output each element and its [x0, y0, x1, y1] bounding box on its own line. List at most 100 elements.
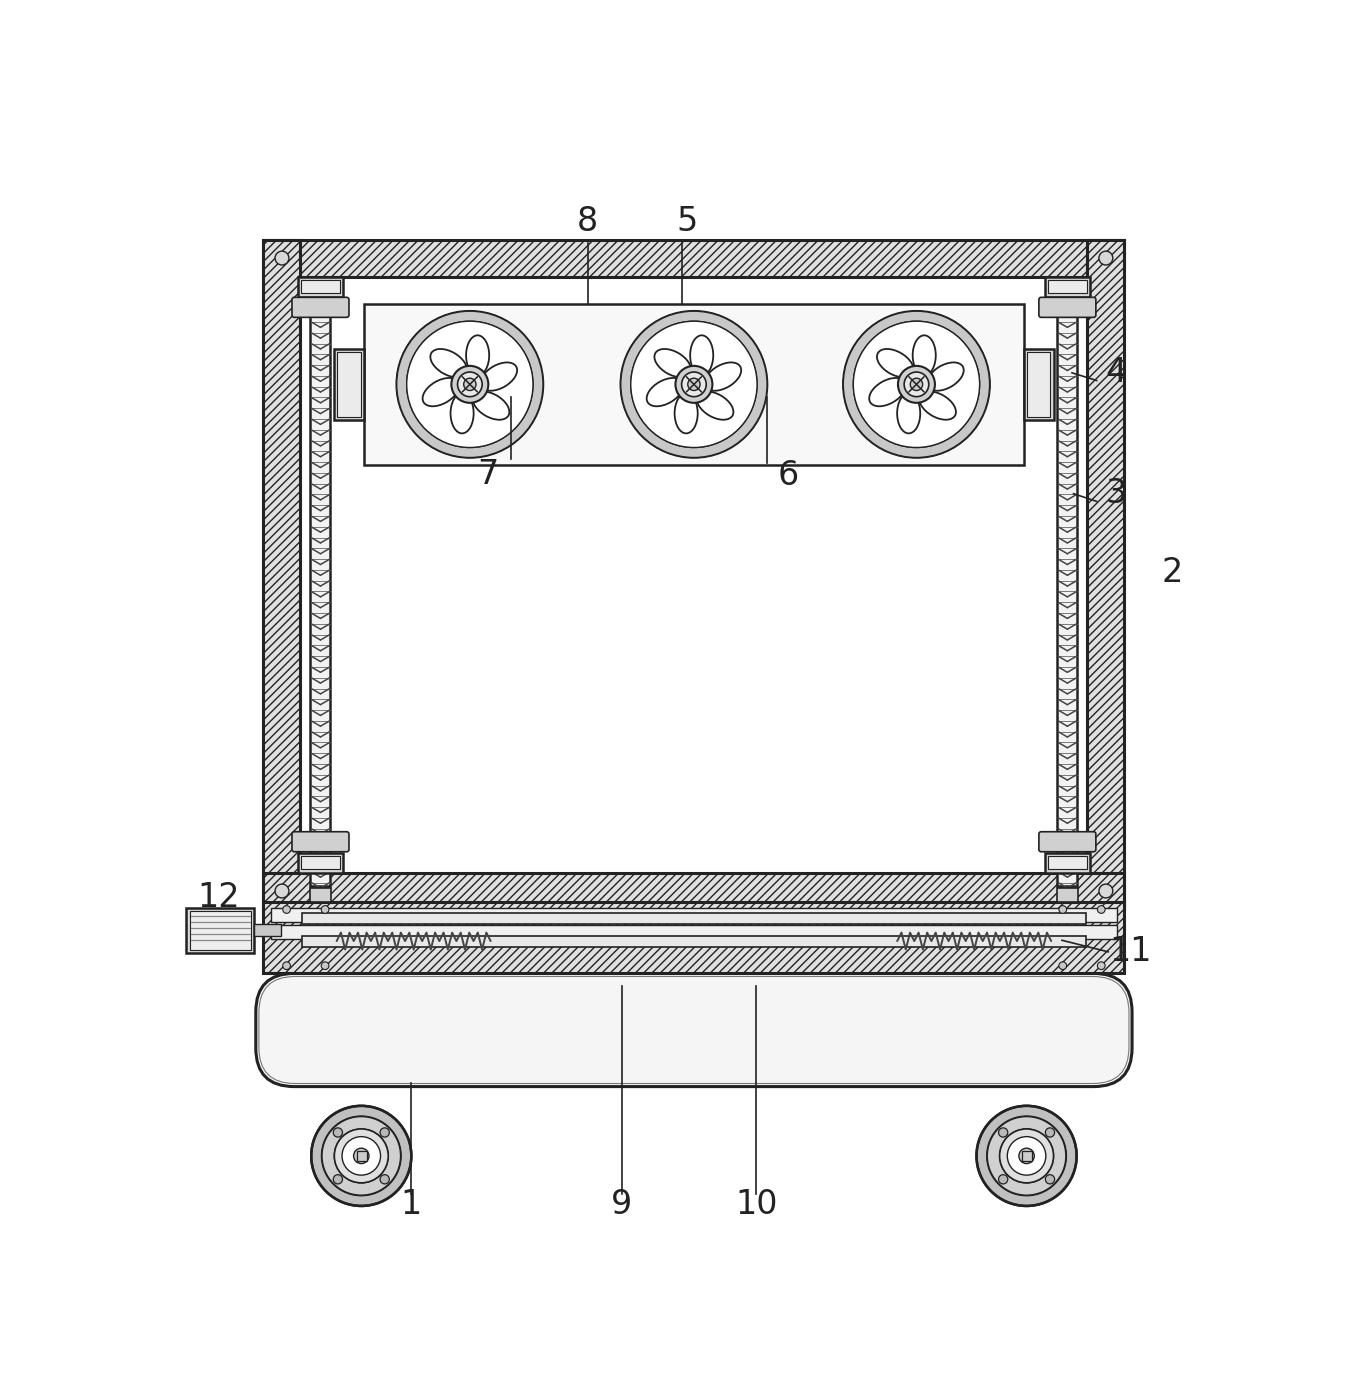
FancyBboxPatch shape [1039, 832, 1095, 852]
Circle shape [333, 1175, 343, 1184]
Circle shape [321, 906, 329, 914]
Ellipse shape [481, 362, 517, 391]
FancyBboxPatch shape [292, 832, 349, 852]
Ellipse shape [691, 336, 714, 376]
Ellipse shape [898, 394, 921, 433]
Circle shape [987, 1117, 1066, 1196]
Ellipse shape [697, 391, 734, 420]
Bar [1045, 853, 1090, 872]
Bar [356, 1150, 367, 1161]
Bar [302, 936, 1086, 947]
Bar [1048, 280, 1087, 294]
Bar [301, 280, 340, 294]
Circle shape [1045, 1175, 1055, 1184]
Circle shape [380, 1175, 390, 1184]
Bar [337, 352, 360, 416]
Circle shape [451, 366, 489, 402]
Ellipse shape [674, 394, 697, 433]
Circle shape [334, 1129, 389, 1183]
Circle shape [620, 311, 768, 458]
Ellipse shape [654, 350, 691, 377]
Circle shape [853, 322, 979, 448]
Bar [301, 276, 1087, 872]
Bar [1024, 350, 1053, 420]
Circle shape [681, 372, 707, 397]
Bar [1087, 240, 1124, 910]
Ellipse shape [919, 391, 956, 420]
Circle shape [353, 1148, 370, 1164]
Circle shape [688, 379, 700, 391]
Text: 4: 4 [1105, 356, 1127, 390]
Bar [264, 240, 1124, 276]
Circle shape [844, 311, 990, 458]
Circle shape [1018, 1148, 1034, 1164]
Bar [1056, 888, 1078, 902]
Circle shape [676, 366, 712, 402]
Ellipse shape [869, 379, 906, 406]
Circle shape [898, 366, 934, 402]
Text: 1: 1 [401, 1187, 422, 1221]
Bar [1045, 276, 1090, 297]
Ellipse shape [647, 379, 684, 406]
Bar [302, 914, 1086, 924]
Bar [264, 240, 301, 910]
Text: 8: 8 [577, 205, 597, 239]
Text: 3: 3 [1105, 477, 1127, 510]
Circle shape [283, 906, 291, 914]
Bar [298, 276, 343, 297]
Text: 7: 7 [478, 458, 500, 491]
Bar [1028, 352, 1051, 416]
Ellipse shape [704, 362, 741, 391]
Bar [190, 911, 252, 950]
Circle shape [999, 1129, 1053, 1183]
FancyBboxPatch shape [292, 297, 349, 318]
Text: 10: 10 [735, 1187, 777, 1221]
Bar [271, 925, 1117, 939]
Circle shape [910, 379, 922, 391]
Bar [301, 856, 340, 870]
Circle shape [998, 1128, 1007, 1137]
Bar [334, 350, 364, 420]
Ellipse shape [466, 336, 489, 376]
Bar [1048, 856, 1087, 870]
Circle shape [1099, 251, 1113, 265]
Circle shape [275, 251, 288, 265]
Text: 6: 6 [779, 459, 799, 492]
Circle shape [1097, 961, 1105, 970]
Circle shape [333, 1128, 343, 1137]
Circle shape [283, 961, 291, 970]
Circle shape [321, 961, 329, 970]
Bar [264, 872, 1124, 910]
Circle shape [904, 372, 929, 397]
Circle shape [1045, 1128, 1055, 1137]
Circle shape [458, 372, 482, 397]
Text: 12: 12 [198, 882, 240, 914]
Circle shape [631, 322, 757, 448]
Ellipse shape [877, 350, 914, 377]
Circle shape [1059, 906, 1067, 914]
Circle shape [322, 1117, 401, 1196]
Ellipse shape [927, 362, 964, 391]
Text: 11: 11 [1109, 935, 1152, 968]
Circle shape [406, 322, 533, 448]
Text: 9: 9 [611, 1187, 632, 1221]
Bar [264, 902, 1124, 974]
FancyBboxPatch shape [256, 974, 1132, 1086]
Text: 5: 5 [677, 205, 697, 239]
Bar [310, 290, 330, 886]
Circle shape [343, 1136, 380, 1175]
Bar [255, 924, 282, 936]
Bar [364, 304, 1024, 465]
Circle shape [1099, 884, 1113, 897]
Bar [187, 908, 255, 953]
Circle shape [998, 1175, 1007, 1184]
Ellipse shape [451, 394, 474, 433]
Circle shape [1097, 906, 1105, 914]
Ellipse shape [913, 336, 936, 376]
Ellipse shape [431, 350, 467, 377]
Bar [310, 888, 332, 902]
Ellipse shape [422, 379, 459, 406]
Text: 2: 2 [1162, 556, 1183, 588]
Circle shape [380, 1128, 390, 1137]
Circle shape [397, 311, 543, 458]
